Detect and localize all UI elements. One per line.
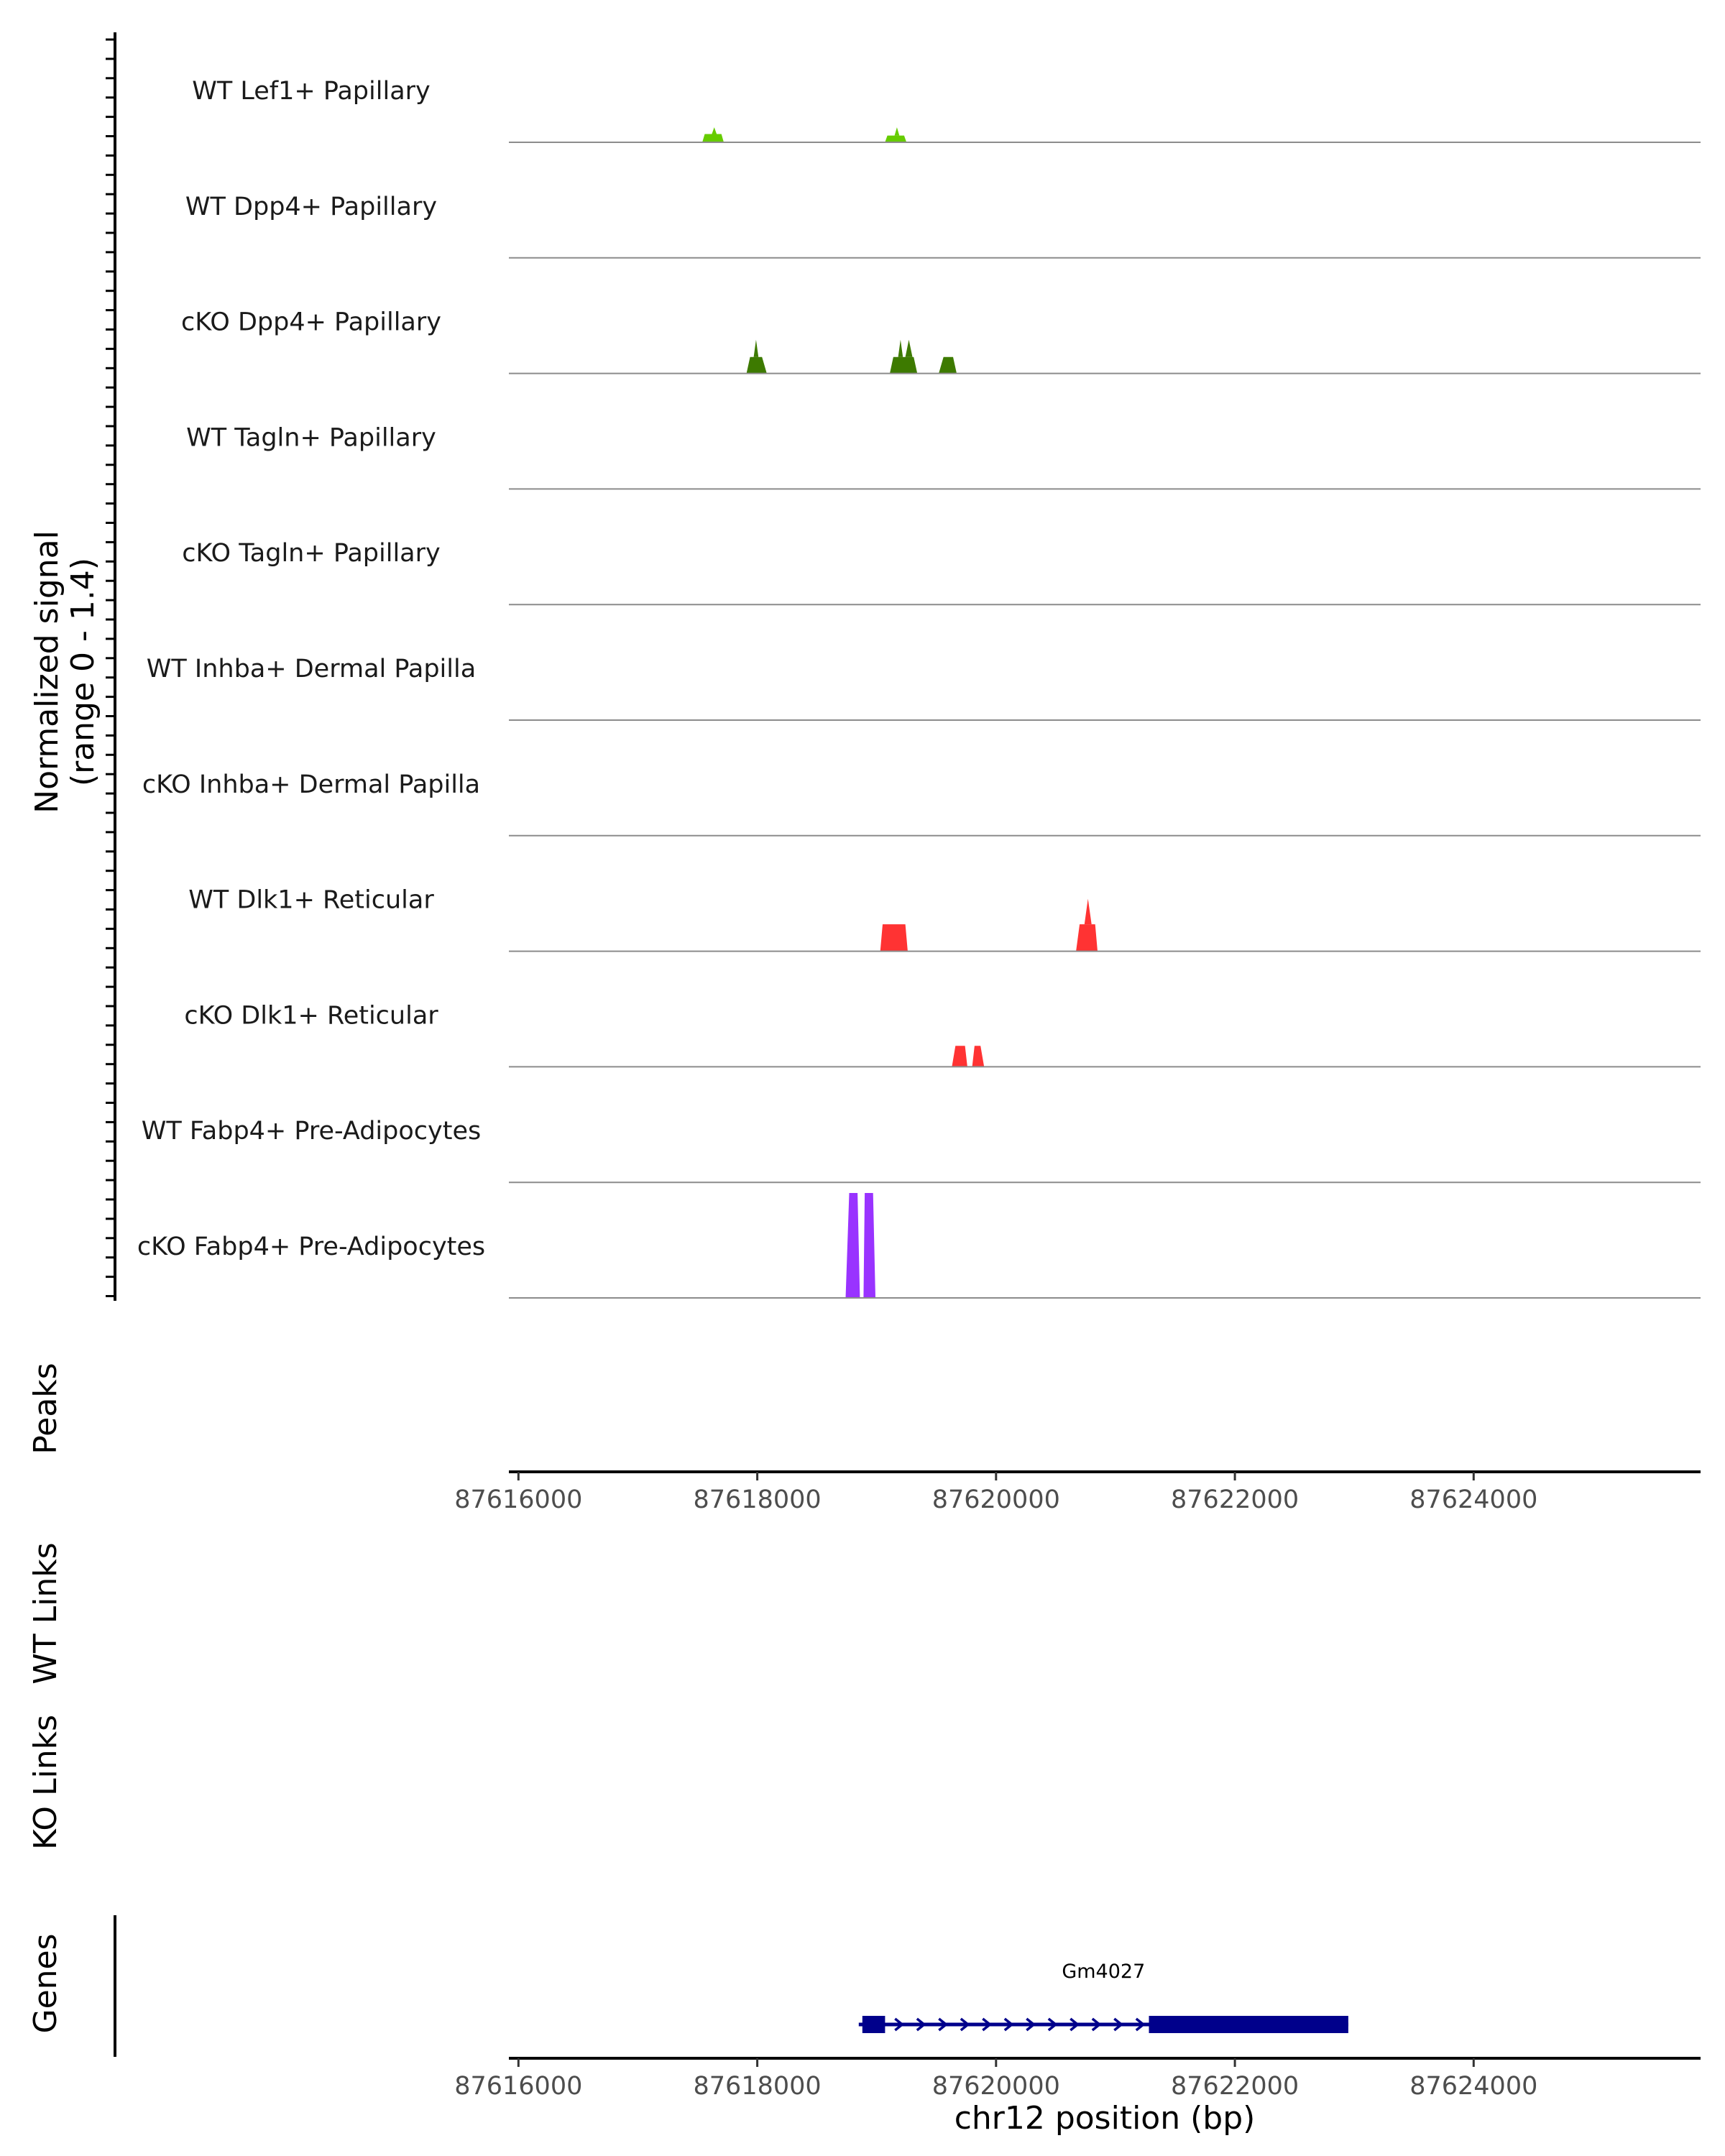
x-axis-tick-label: 87618000 [694,2072,822,2101]
signal-tracks: WT Lef1+ Papillary WT Dpp4+ Papillary cKO … [137,77,1701,1299]
signal-peak [753,339,759,357]
signal-peak [894,127,900,136]
track-1: WT Lef1+ Papillary [192,77,1701,143]
signal-axis-title-line1: Normalized signal [29,530,65,814]
gene-strand-arrow [982,2017,993,2032]
x-axis-tick-label: 87616000 [454,1485,582,1514]
track-label: cKO Fabp4+ Pre-Adipocytes [137,1233,485,1261]
signal-peak [905,339,913,357]
signal-peak [845,1193,860,1298]
x-axis-tick-label: 87616000 [454,2072,582,2101]
signal-axis-title: Normalized signal (range 0 - 1.4) [29,530,101,814]
x-axis-tick-label: 87624000 [1409,2072,1537,2101]
signal-peak [863,1193,875,1298]
signal-axis-title-line2: (range 0 - 1.4) [65,558,101,786]
x-axis-tick-label: 87622000 [1171,2072,1299,2101]
gene-strand-arrow [1091,2017,1102,2032]
x-axis-tick-label: 87622000 [1171,1485,1299,1514]
track-label: WT Dpp4+ Papillary [185,193,437,221]
track-8: WT Dlk1+ Reticular [188,886,1701,952]
track-label: cKO Tagln+ Papillary [182,539,441,568]
gene-strand-arrow [938,2017,949,2032]
signal-peak [898,339,903,357]
signal-peak [1084,898,1092,925]
track-label: cKO Dpp4+ Papillary [181,308,441,337]
x-axis-tick-label: 87624000 [1409,1485,1537,1514]
track-label: WT Dlk1+ Reticular [188,886,434,915]
track-label: cKO Inhba+ Dermal Papilla [142,770,480,799]
peaks-panel-label: Peaks [27,1363,64,1454]
x-axis-tick-label: 87620000 [932,2072,1060,2101]
track-5: cKO Tagln+ Papillary [182,539,1701,606]
signal-peak [712,127,717,134]
signal-peak [972,1046,985,1067]
signal-peak [1076,924,1098,952]
x-axis-tick-label: 87618000 [694,1485,822,1514]
track-2: WT Dpp4+ Papillary [185,193,1701,259]
gene-strand-arrow [1026,2017,1036,2032]
gene-strand-arrow [1047,2017,1058,2032]
gene-exon [1149,2016,1348,2033]
x-axis-top-ticks: 87616000 87618000 87620000 87622000 87624000 [454,1472,1537,1514]
signal-peak [880,924,908,952]
gene-strand-arrow [960,2017,970,2032]
x-axis-title: chr12 position (bp) [954,2100,1256,2137]
signal-y-axis-ticks [106,38,115,1297]
track-11: cKO Fabp4+ Pre-Adipocytes [137,1193,1701,1299]
genes-panel-label: Genes [27,1933,64,2033]
ko-links-panel-label: KO Links [27,1715,64,1850]
gene-exon [862,2016,886,2033]
signal-peak [746,356,767,374]
signal-peak [702,134,724,142]
gene-strand-arrow [894,2017,905,2032]
track-label: WT Inhba+ Dermal Papilla [147,655,476,683]
signal-peak [885,135,907,142]
gene-strand-arrow [1113,2017,1124,2032]
gene-name-label: Gm4027 [1062,1961,1145,1983]
track-label: WT Fabp4+ Pre-Adipocytes [142,1117,481,1146]
track-label: cKO Dlk1+ Reticular [184,1001,438,1030]
track-7: cKO Inhba+ Dermal Papilla [142,770,1701,837]
gene-strand-arrow [916,2017,926,2032]
x-axis-bottom-ticks: 87616000 87618000 87620000 87622000 87624000 [454,2058,1537,2101]
gene-strand-arrow [1070,2017,1080,2032]
track-9: cKO Dlk1+ Reticular [184,1001,1701,1068]
track-label: WT Tagln+ Papillary [186,423,436,452]
gene-track: Gm4027 [858,1961,1348,2033]
signal-peak [952,1046,967,1067]
x-axis-tick-label: 87620000 [932,1485,1060,1514]
track-4: WT Tagln+ Papillary [186,423,1701,490]
wt-links-panel-label: WT Links [27,1542,64,1684]
track-10: WT Fabp4+ Pre-Adipocytes [142,1117,1701,1184]
signal-peak [890,356,918,374]
gene-strand-arrow [1003,2017,1014,2032]
track-6: WT Inhba+ Dermal Papilla [147,655,1701,721]
gene-strand-arrow [1135,2017,1146,2032]
track-label: WT Lef1+ Papillary [192,77,431,106]
track-3: cKO Dpp4+ Papillary [181,308,1701,374]
signal-peak [939,356,957,374]
